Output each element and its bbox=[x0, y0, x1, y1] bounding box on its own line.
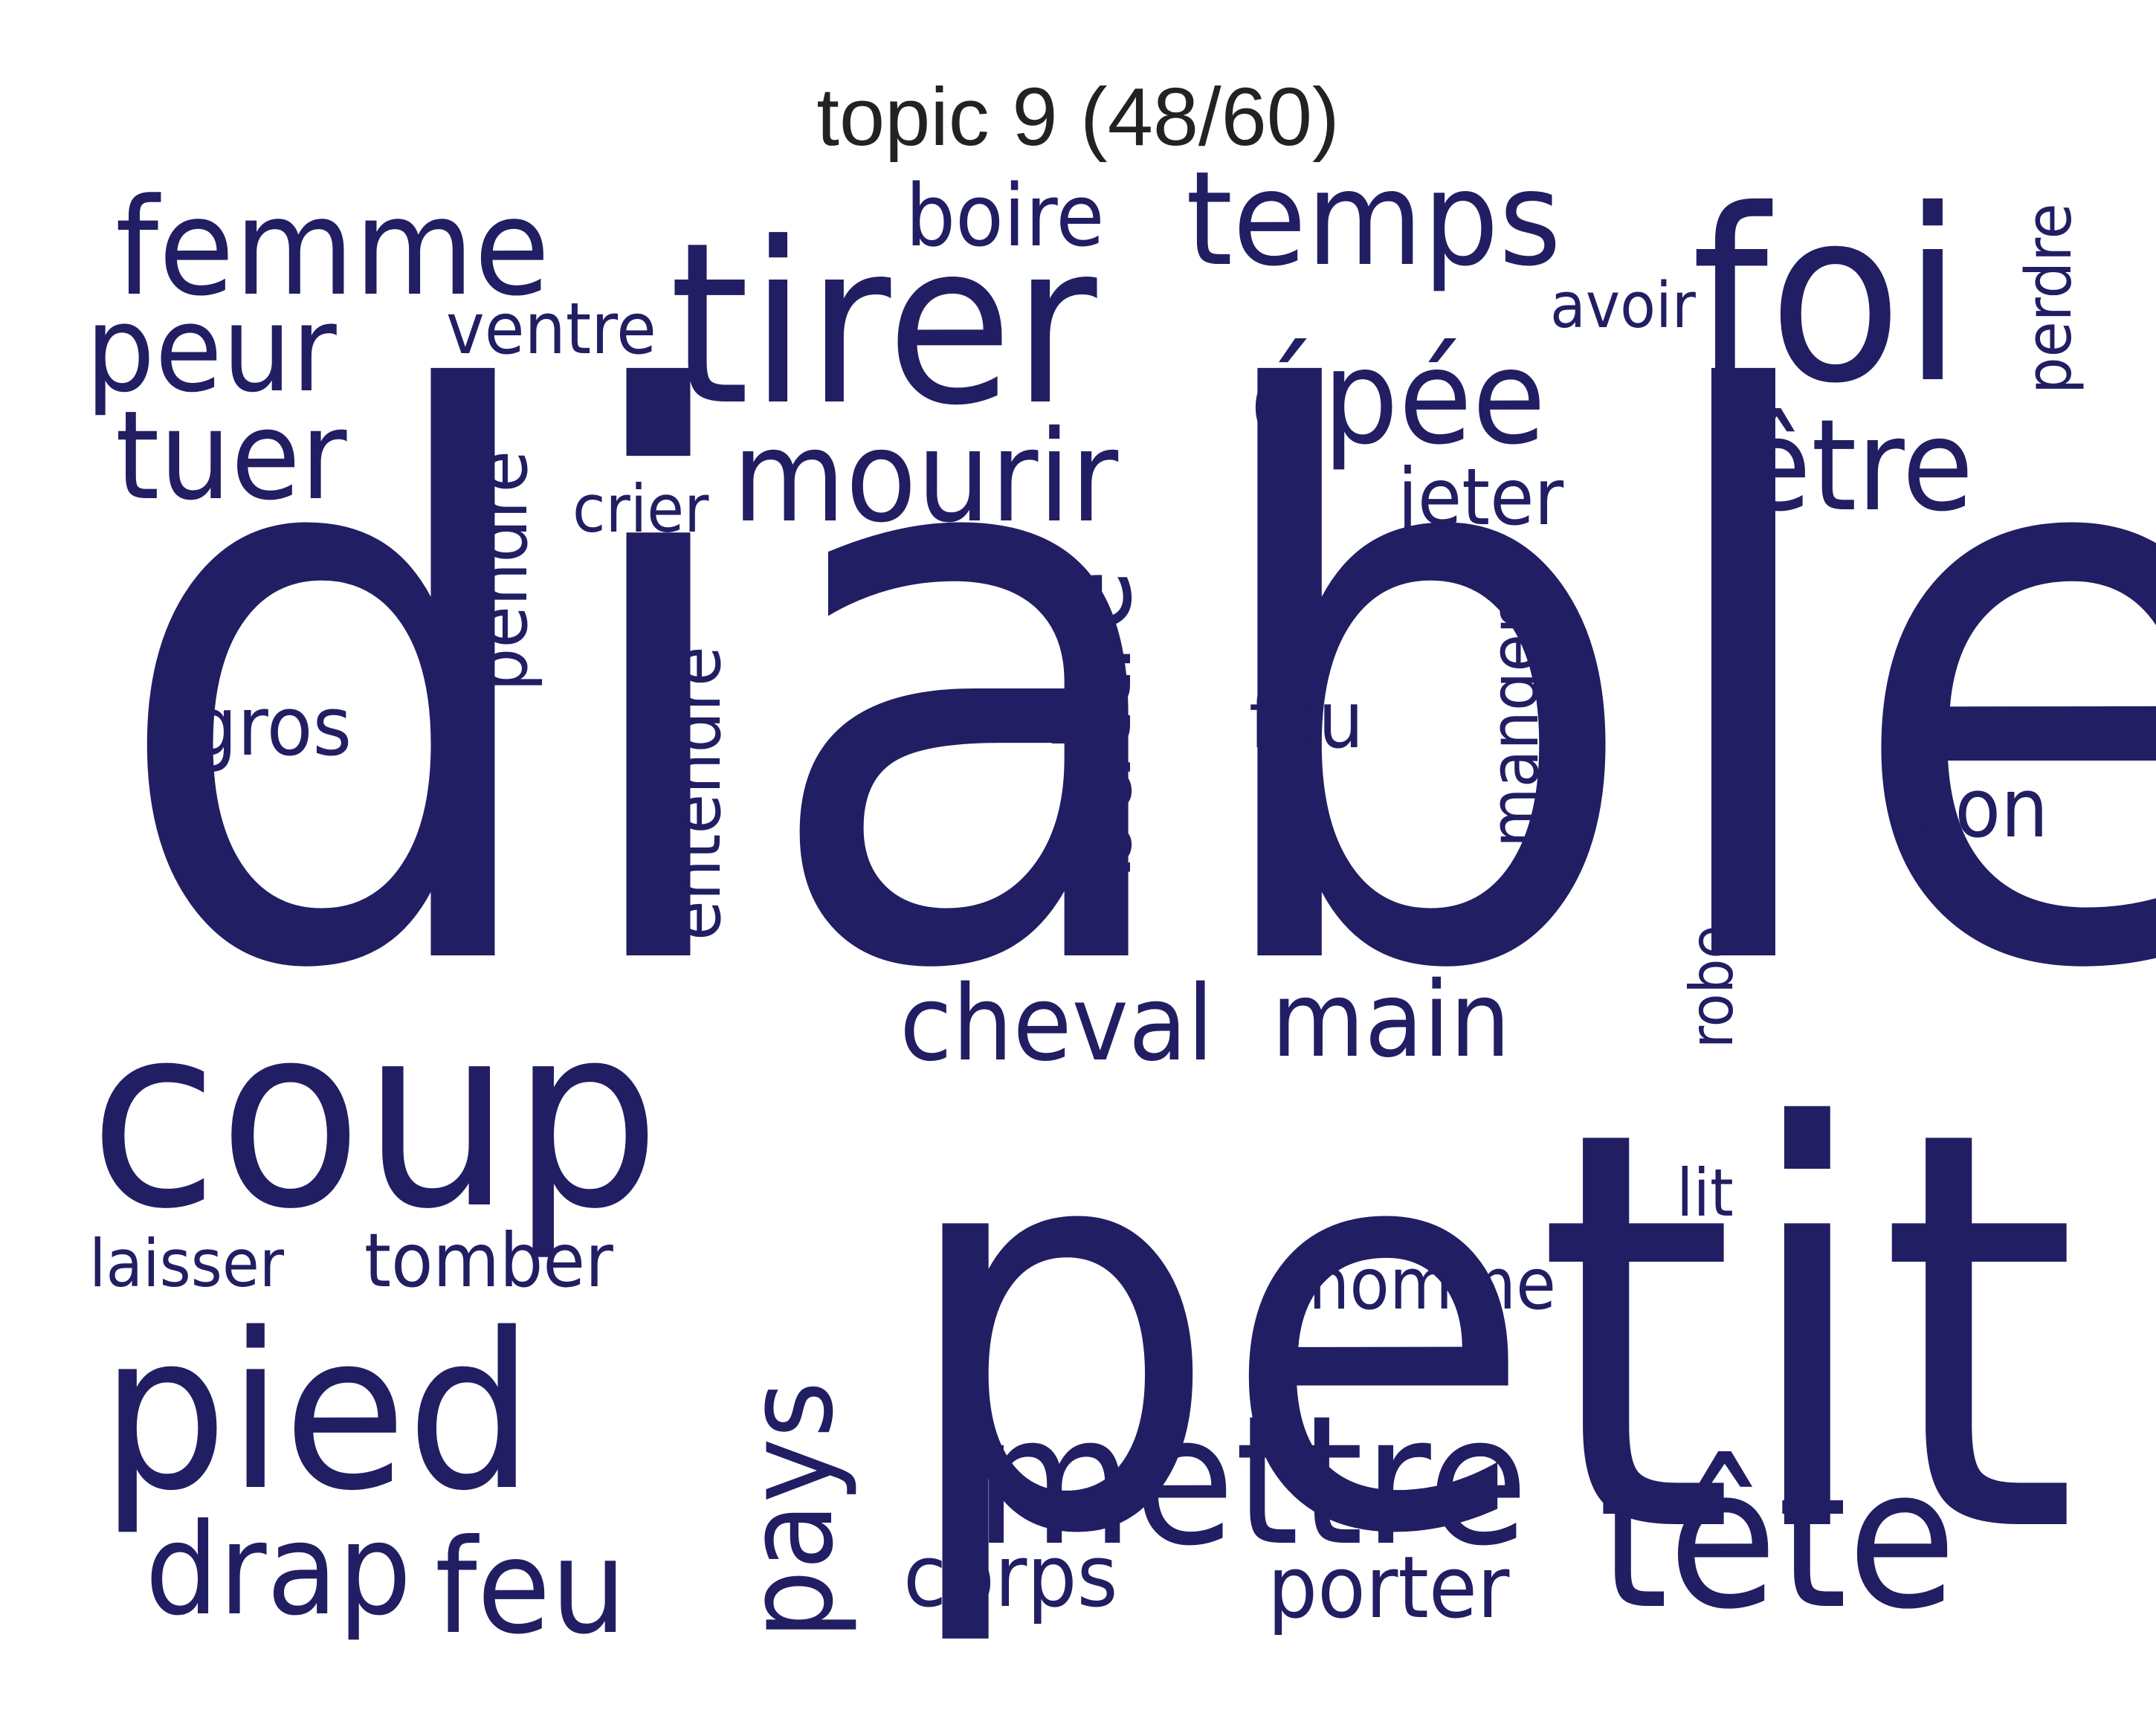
word-crier: crier bbox=[572, 471, 709, 547]
word-tête: tête bbox=[1598, 1427, 1957, 1652]
word-tirer: tirer bbox=[669, 194, 1100, 454]
word-laisser: laisser bbox=[89, 1226, 284, 1302]
page-title: topic 9 (48/60) bbox=[816, 71, 1339, 163]
word-gros: gros bbox=[190, 679, 352, 774]
word-boire: boire bbox=[906, 167, 1105, 266]
word-battre: battre bbox=[1027, 570, 1157, 881]
word-peur: peur bbox=[85, 280, 338, 419]
word-fou: fou bbox=[1249, 674, 1363, 766]
word-robe: robe bbox=[1678, 925, 1747, 1048]
word-bon: bon bbox=[1907, 761, 2048, 856]
word-mettre: mettre bbox=[974, 1378, 1529, 1585]
word-feu: feu bbox=[435, 1511, 627, 1663]
word-diable: diable bbox=[108, 237, 2156, 1138]
word-pays: pays bbox=[721, 1381, 859, 1639]
word-manger: manger bbox=[1476, 608, 1554, 848]
word-entendre: entendre bbox=[654, 646, 737, 940]
word-pendre: pendre bbox=[457, 451, 544, 691]
word-drap: drap bbox=[145, 1496, 412, 1644]
word-tomber: tomber bbox=[364, 1217, 613, 1304]
word-épée: épée bbox=[1249, 322, 1546, 474]
word-cheval: cheval bbox=[900, 963, 1214, 1084]
word-porter: porter bbox=[1268, 1538, 1510, 1638]
word-petit: petit bbox=[896, 1013, 2079, 1654]
word-corps: corps bbox=[903, 1527, 1118, 1627]
word-temps: temps bbox=[1186, 143, 1561, 295]
word-avoir: avoir bbox=[1550, 269, 1696, 343]
word-femme: femme bbox=[115, 169, 550, 325]
word-main: main bbox=[1271, 959, 1511, 1080]
word-homme: homme bbox=[1308, 1243, 1556, 1326]
word-ventre: ventre bbox=[446, 288, 656, 370]
word-perdre: perdre bbox=[2013, 203, 2086, 394]
word-tuer: tuer bbox=[115, 385, 347, 528]
word-mourir: mourir bbox=[732, 403, 1119, 551]
word-jeter: jeter bbox=[1396, 451, 1564, 543]
word-pied: pied bbox=[100, 1288, 534, 1539]
word-lit: lit bbox=[1676, 1155, 1734, 1231]
word-foi: foi bbox=[1691, 158, 1963, 436]
word-être: être bbox=[1740, 392, 1974, 540]
word-coup: coup bbox=[89, 970, 660, 1265]
